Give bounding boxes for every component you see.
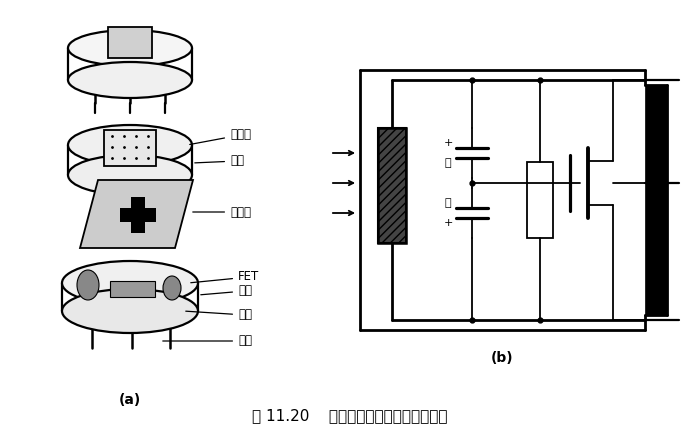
Text: 高阻: 高阻	[186, 308, 252, 321]
Text: －: －	[444, 198, 452, 208]
Text: －: －	[444, 158, 452, 168]
Text: 滤光片: 滤光片	[190, 128, 251, 145]
Bar	[378, 128, 406, 243]
Polygon shape	[120, 197, 156, 233]
Bar	[104, 130, 156, 166]
Ellipse shape	[68, 62, 192, 98]
Bar	[378, 128, 406, 243]
Polygon shape	[80, 180, 193, 248]
Polygon shape	[108, 27, 152, 58]
Text: +: +	[443, 138, 453, 148]
Text: FET: FET	[191, 271, 259, 283]
Text: (b): (b)	[491, 351, 513, 365]
Text: +: +	[443, 218, 453, 228]
Polygon shape	[645, 85, 667, 315]
Text: 敏感元: 敏感元	[193, 205, 251, 219]
Ellipse shape	[62, 261, 198, 305]
Ellipse shape	[68, 155, 192, 195]
Ellipse shape	[77, 270, 99, 300]
Bar	[110, 281, 155, 297]
Text: (a): (a)	[119, 393, 141, 407]
Ellipse shape	[62, 289, 198, 333]
Text: 管座: 管座	[201, 285, 252, 297]
Text: 引线: 引线	[163, 335, 252, 347]
Text: 图 11.20    热释电人体红外传感器的结构: 图 11.20 热释电人体红外传感器的结构	[252, 409, 448, 424]
Ellipse shape	[68, 125, 192, 165]
Bar	[527, 162, 553, 238]
Text: 管帽: 管帽	[195, 155, 244, 167]
Ellipse shape	[163, 276, 181, 300]
Ellipse shape	[68, 30, 192, 66]
